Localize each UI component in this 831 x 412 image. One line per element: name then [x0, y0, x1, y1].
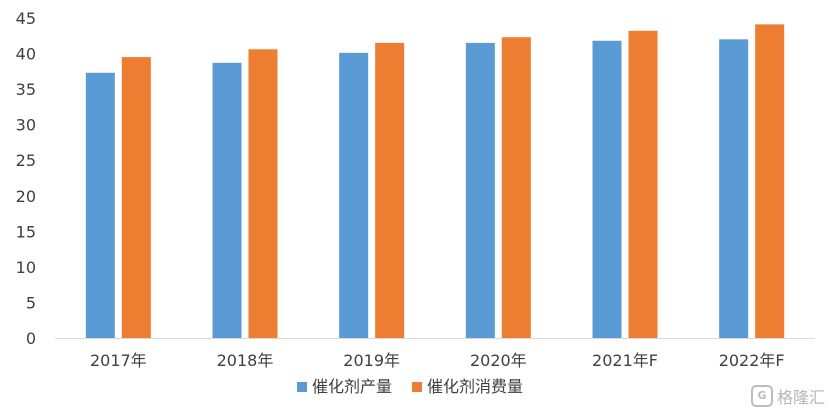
- x-axis: 2017年 2018年 2019年 2020年 2021年F 2022年F: [90, 351, 785, 370]
- y-tick-label: 15: [16, 222, 36, 241]
- bar: [85, 72, 115, 338]
- x-tick-label: 2022年F: [719, 351, 785, 370]
- bar: [592, 40, 622, 338]
- legend: 催化剂产量 催化剂消费量: [297, 377, 523, 396]
- x-tick-label: 2018年: [217, 351, 274, 370]
- watermark-text: 格隆汇: [776, 388, 825, 407]
- x-tick-label: 2021年F: [592, 351, 658, 370]
- bar: [212, 62, 242, 339]
- bar: [501, 37, 531, 338]
- legend-swatch: [412, 382, 422, 392]
- bar: [628, 30, 658, 339]
- x-tick-label: 2019年: [343, 351, 400, 370]
- y-tick-label: 20: [16, 187, 36, 206]
- y-tick-label: 35: [16, 80, 36, 99]
- bar: [339, 52, 369, 338]
- bar: [248, 49, 278, 339]
- y-tick-label: 0: [26, 329, 36, 348]
- y-tick-label: 10: [16, 258, 36, 277]
- x-tick-label: 2020年: [470, 351, 527, 370]
- x-tick-label: 2017年: [90, 351, 147, 370]
- y-tick-label: 40: [16, 45, 36, 64]
- y-axis: 0 5 10 15 20 25 30 35 40 45: [16, 9, 36, 348]
- bar: [465, 42, 495, 339]
- legend-label: 催化剂产量: [312, 377, 392, 396]
- bars: [85, 24, 785, 339]
- watermark-logo-icon: G: [750, 385, 773, 407]
- legend-label: 催化剂消费量: [427, 377, 523, 396]
- bar: [719, 39, 749, 338]
- watermark: G 格隆汇: [750, 384, 825, 408]
- y-tick-label: 25: [16, 151, 36, 170]
- legend-swatch: [297, 382, 307, 392]
- y-tick-label: 45: [16, 9, 36, 28]
- bar: [375, 42, 405, 339]
- bar: [755, 24, 785, 339]
- y-tick-label: 30: [16, 116, 36, 135]
- y-tick-label: 5: [26, 293, 36, 312]
- bar: [121, 57, 151, 338]
